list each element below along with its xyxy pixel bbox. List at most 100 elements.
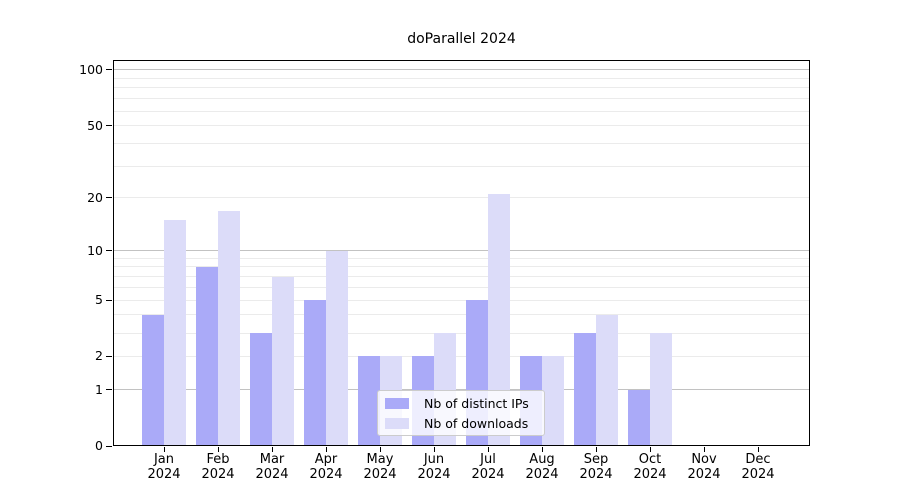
legend-item-downloads: Nb of downloads [385, 416, 544, 431]
x-tick-dec [758, 447, 759, 452]
plot-area [113, 60, 810, 446]
x-tick-label-dec: Dec 2024 [731, 452, 785, 482]
x-tick-label-nov: Nov 2024 [677, 452, 731, 482]
x-tick-label-jul-year: 2024 [471, 466, 505, 482]
x-tick-label-jun: Jun 2024 [407, 452, 461, 482]
x-tick-label-may: May 2024 [353, 452, 407, 482]
x-tick-label-nov-year: 2024 [687, 466, 721, 482]
legend-label-distinct-ips: Nb of distinct IPs [424, 395, 529, 411]
x-tick-label-may-month: May [366, 452, 394, 467]
x-tick-label-jan-year: 2024 [147, 466, 181, 482]
x-tick-label-sep-year: 2024 [579, 466, 613, 482]
bar-distinct-ips-feb [196, 266, 218, 446]
bar-distinct-ips-sep [574, 333, 596, 446]
gridline-minor-70 [113, 98, 810, 100]
x-tick-label-jul: Jul 2024 [461, 452, 515, 482]
x-tick-label-mar-month: Mar [259, 452, 285, 467]
x-tick-label-aug-year: 2024 [525, 466, 559, 482]
x-tick-mar [272, 447, 273, 452]
x-tick-sep [596, 447, 597, 452]
gridline-minor-60 [113, 110, 810, 112]
y-tick-label-1: 1 [95, 381, 103, 397]
bar-downloads-aug [542, 356, 564, 446]
bar-distinct-ips-may [358, 356, 380, 446]
gridline-minor-6 [113, 286, 810, 288]
y-tick-0 [106, 445, 112, 447]
x-tick-label-mar: Mar 2024 [245, 452, 299, 482]
y-tick-50 [106, 125, 112, 127]
gridline-minor-2 [113, 355, 810, 357]
y-tick-label-100: 100 [79, 61, 103, 77]
bar-downloads-jan [164, 220, 186, 446]
gridline-minor-50 [113, 125, 810, 127]
bar-distinct-ips-oct [628, 389, 650, 446]
gridline-minor-80 [113, 87, 810, 89]
y-tick-label-50: 50 [87, 117, 103, 133]
x-tick-label-feb-year: 2024 [201, 466, 235, 482]
gridline-minor-40 [113, 142, 810, 144]
y-tick-label-0: 0 [95, 438, 103, 453]
y-tick-5 [106, 299, 112, 301]
x-tick-label-dec-year: 2024 [741, 466, 775, 482]
x-tick-label-oct-year: 2024 [633, 466, 667, 482]
legend-label-downloads: Nb of downloads [424, 415, 529, 431]
x-tick-jan [164, 447, 165, 452]
x-tick-label-aug-month: Aug [529, 452, 555, 467]
x-tick-label-jan-month: Jan [153, 452, 175, 467]
gridline-major-10 [113, 250, 810, 252]
y-tick-2 [106, 355, 112, 357]
x-tick-label-apr: Apr 2024 [299, 452, 353, 482]
x-tick-label-jun-year: 2024 [417, 466, 451, 482]
x-tick-label-aug: Aug 2024 [515, 452, 569, 482]
y-tick-label-10: 10 [87, 242, 103, 258]
legend-item-distinct-ips: Nb of distinct IPs [385, 396, 544, 411]
gridline-minor-20 [113, 197, 810, 199]
x-tick-label-nov-month: Nov [691, 452, 717, 467]
gridline-minor-30 [113, 165, 810, 167]
x-tick-feb [218, 447, 219, 452]
bar-distinct-ips-mar [250, 333, 272, 446]
legend-swatch-downloads [385, 417, 409, 429]
legend-swatch-distinct-ips [385, 397, 409, 409]
x-tick-jun [434, 447, 435, 452]
y-tick-10 [106, 250, 112, 252]
legend: Nb of distinct IPs Nb of downloads [377, 390, 545, 436]
bar-downloads-jul [488, 194, 510, 446]
x-tick-apr [326, 447, 327, 452]
x-tick-label-mar-year: 2024 [255, 466, 289, 482]
x-tick-label-apr-month: Apr [314, 452, 338, 467]
bar-downloads-apr [326, 250, 348, 446]
x-tick-oct [650, 447, 651, 452]
bar-distinct-ips-jan [142, 314, 164, 446]
x-tick-label-jan: Jan 2024 [137, 452, 191, 482]
x-tick-label-may-year: 2024 [363, 466, 397, 482]
bar-downloads-sep [596, 314, 618, 446]
y-tick-1 [106, 389, 112, 391]
gridline-minor-3 [113, 332, 810, 334]
x-tick-label-jul-month: Jul [480, 452, 496, 467]
gridline-minor-5 [113, 299, 810, 301]
y-tick-100 [106, 69, 112, 71]
gridline-major-100 [113, 69, 810, 71]
x-tick-may [380, 447, 381, 452]
gridline-major-1 [113, 389, 810, 391]
x-tick-jul [488, 447, 489, 452]
bar-downloads-feb [218, 210, 240, 446]
x-tick-label-jun-month: Jun [423, 452, 445, 467]
x-tick-label-oct-month: Oct [638, 452, 662, 467]
bar-downloads-mar [272, 276, 294, 446]
gridline-minor-9 [113, 257, 810, 259]
gridline-minor-90 [113, 77, 810, 79]
gridline-minor-4 [113, 314, 810, 316]
y-tick-label-20: 20 [87, 189, 103, 205]
x-tick-label-apr-year: 2024 [309, 466, 343, 482]
y-tick-label-2: 2 [95, 348, 103, 364]
y-tick-label-5: 5 [95, 292, 103, 308]
x-tick-label-oct: Oct 2024 [623, 452, 677, 482]
bar-downloads-oct [650, 333, 672, 446]
bar-distinct-ips-apr [304, 300, 326, 446]
x-tick-label-sep-month: Sep [583, 452, 609, 467]
chart-title: doParallel 2024 [407, 31, 516, 47]
x-tick-label-feb-month: Feb [206, 452, 230, 467]
